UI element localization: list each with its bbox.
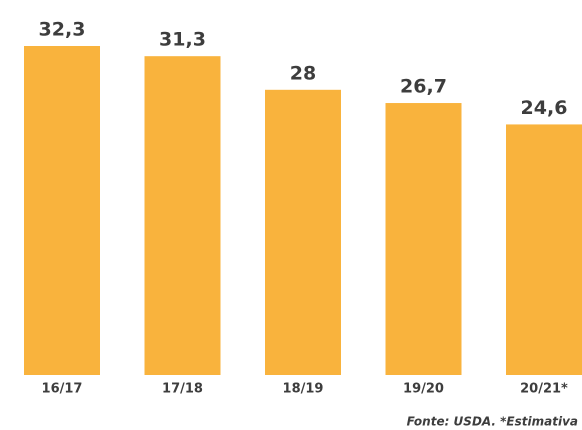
value-label: 24,6	[521, 97, 568, 119]
value-label: 31,3	[159, 29, 206, 51]
bar	[385, 103, 462, 375]
bar	[144, 56, 221, 375]
value-label: 28	[290, 62, 316, 84]
bar	[265, 89, 341, 375]
x-tick-label: 18/19	[283, 382, 324, 397]
value-label: 32,3	[39, 19, 86, 41]
x-tick-label: 20/21*	[520, 382, 568, 397]
bar	[506, 124, 582, 375]
x-tick-label: 16/17	[42, 382, 83, 397]
bar	[24, 46, 100, 375]
x-tick-label: 19/20	[403, 382, 444, 397]
value-label: 26,7	[400, 76, 447, 98]
source-note: Fonte: USDA. *Estimativa	[407, 415, 578, 429]
x-tick-label: 17/18	[162, 382, 203, 397]
